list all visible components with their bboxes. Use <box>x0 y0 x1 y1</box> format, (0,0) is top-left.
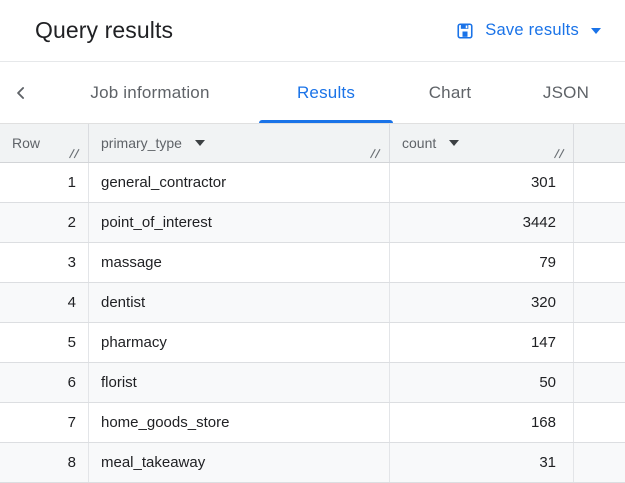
table-row[interactable]: 5 pharmacy 147 <box>0 323 625 363</box>
tab-json[interactable]: JSON <box>507 62 625 123</box>
tab-label: JSON <box>542 82 590 102</box>
row-number-cell: 2 <box>0 203 89 242</box>
table-row[interactable]: 1 general_contractor 301 <box>0 163 625 203</box>
table-row[interactable]: 2 point_of_interest 3442 <box>0 203 625 243</box>
count-cell[interactable]: 320 <box>390 283 574 322</box>
tab-chart[interactable]: Chart <box>393 62 507 123</box>
filler-cell <box>574 243 625 282</box>
primary-type-cell[interactable]: massage <box>89 243 390 282</box>
results-table: Row primary_type count <box>0 123 625 483</box>
primary-type-cell[interactable]: home_goods_store <box>89 403 390 442</box>
column-label: primary_type <box>101 135 182 151</box>
tab-label: Job information <box>90 82 210 102</box>
filler-cell <box>574 363 625 402</box>
count-cell[interactable]: 168 <box>390 403 574 442</box>
count-cell[interactable]: 3442 <box>390 203 574 242</box>
save-results-label: Save results <box>485 21 579 39</box>
tab-label: Results <box>296 82 356 102</box>
count-cell[interactable]: 301 <box>390 163 574 202</box>
primary-type-cell[interactable]: dentist <box>89 283 390 322</box>
filler-cell <box>574 443 625 482</box>
row-number-cell: 5 <box>0 323 89 362</box>
row-number-cell: 1 <box>0 163 89 202</box>
primary-type-cell[interactable]: meal_takeaway <box>89 443 390 482</box>
filler-cell <box>574 323 625 362</box>
save-results-dropdown-caret-icon <box>591 27 601 34</box>
column-resize-handle-icon[interactable] <box>553 148 566 159</box>
column-label: Row <box>12 135 41 151</box>
row-number-cell: 6 <box>0 363 89 402</box>
column-resize-handle-icon[interactable] <box>68 148 81 159</box>
count-cell[interactable]: 147 <box>390 323 574 362</box>
query-results-header: Query results Save results <box>0 0 625 62</box>
column-header-filler <box>574 124 625 162</box>
column-header-primary-type[interactable]: primary_type <box>89 124 390 162</box>
row-number-cell: 8 <box>0 443 89 482</box>
page-title: Query results <box>35 17 174 43</box>
row-number-cell: 4 <box>0 283 89 322</box>
column-header-row: Row <box>0 124 89 162</box>
table-body: 1 general_contractor 301 2 point_of_inte… <box>0 163 625 483</box>
tab-label: Chart <box>428 82 472 102</box>
table-header-row: Row primary_type count <box>0 123 625 163</box>
tab-list: Job information Results Chart JSON <box>41 62 625 123</box>
column-resize-handle-icon[interactable] <box>369 148 382 159</box>
primary-type-cell[interactable]: general_contractor <box>89 163 390 202</box>
save-results-button[interactable]: Save results <box>445 15 611 47</box>
count-cell[interactable]: 79 <box>390 243 574 282</box>
scroll-tabs-left-button[interactable] <box>0 62 41 123</box>
count-cell[interactable]: 50 <box>390 363 574 402</box>
filler-cell <box>574 283 625 322</box>
chevron-left-icon <box>11 83 31 103</box>
primary-type-cell[interactable]: florist <box>89 363 390 402</box>
filler-cell <box>574 203 625 242</box>
results-tab-bar: Job information Results Chart JSON <box>0 62 625 123</box>
filler-cell <box>574 163 625 202</box>
column-menu-caret-icon[interactable] <box>194 140 205 146</box>
column-menu-caret-icon[interactable] <box>449 140 460 146</box>
tab-results[interactable]: Results <box>259 62 393 123</box>
primary-type-cell[interactable]: point_of_interest <box>89 203 390 242</box>
count-cell[interactable]: 31 <box>390 443 574 482</box>
table-row[interactable]: 7 home_goods_store 168 <box>0 403 625 443</box>
tab-job-information[interactable]: Job information <box>41 62 259 123</box>
filler-cell <box>574 403 625 442</box>
row-number-cell: 7 <box>0 403 89 442</box>
table-row[interactable]: 3 massage 79 <box>0 243 625 283</box>
table-row[interactable]: 4 dentist 320 <box>0 283 625 323</box>
row-number-cell: 3 <box>0 243 89 282</box>
primary-type-cell[interactable]: pharmacy <box>89 323 390 362</box>
save-icon <box>455 21 475 41</box>
column-header-count[interactable]: count <box>390 124 574 162</box>
column-label: count <box>402 135 437 151</box>
table-row[interactable]: 8 meal_takeaway 31 <box>0 443 625 483</box>
table-row[interactable]: 6 florist 50 <box>0 363 625 403</box>
